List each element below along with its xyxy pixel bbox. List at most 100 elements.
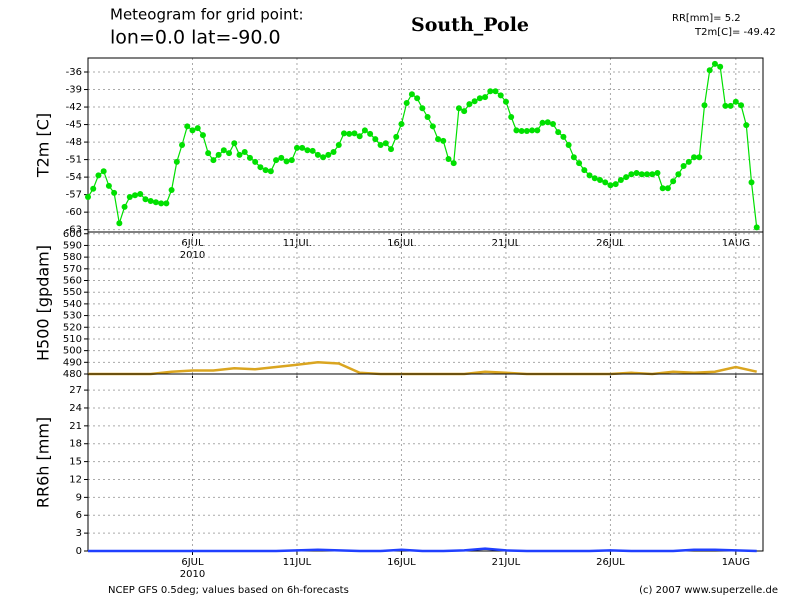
data-point xyxy=(408,91,415,98)
data-point xyxy=(659,185,666,192)
data-point xyxy=(356,133,363,140)
data-point xyxy=(670,178,677,185)
x-tick-label: 21JUL xyxy=(492,557,521,568)
data-point xyxy=(685,158,692,165)
data-point xyxy=(320,154,327,161)
x-tick-label: 1AUG xyxy=(722,557,750,568)
data-point xyxy=(132,192,139,199)
data-point xyxy=(649,171,656,178)
data-point xyxy=(534,127,541,134)
data-point xyxy=(309,147,316,154)
y-tick-label: 580 xyxy=(63,252,82,263)
data-point xyxy=(701,102,708,109)
data-point xyxy=(168,186,175,193)
y-tick-label: -39 xyxy=(66,85,82,96)
y-tick-label: 520 xyxy=(63,322,82,333)
rr-info: RR[mm]= 5.2 xyxy=(672,13,741,24)
data-point xyxy=(231,140,238,147)
data-point xyxy=(471,98,478,105)
data-point xyxy=(163,200,170,207)
data-point xyxy=(419,105,426,112)
data-point xyxy=(152,199,159,206)
x-tick-label: 11JUL xyxy=(283,557,312,568)
y-tick-label: 530 xyxy=(63,311,82,322)
data-point xyxy=(367,130,374,137)
data-point xyxy=(549,120,556,127)
data-point xyxy=(220,147,227,154)
data-point xyxy=(691,154,698,161)
data-point xyxy=(581,167,588,174)
data-point xyxy=(497,92,504,99)
data-point xyxy=(116,220,123,227)
data-point xyxy=(137,191,144,198)
data-point xyxy=(111,189,118,196)
data-point xyxy=(633,170,640,177)
data-point xyxy=(738,102,745,109)
series-line xyxy=(88,547,757,553)
series-line xyxy=(87,63,758,228)
data-point xyxy=(502,98,509,105)
data-point xyxy=(283,158,290,165)
data-point xyxy=(591,175,598,182)
y-tick-label: -51 xyxy=(66,155,82,166)
data-point xyxy=(236,151,243,158)
y-tick-label: 3 xyxy=(76,528,82,539)
data-point xyxy=(121,203,128,210)
data-point xyxy=(544,119,551,126)
data-point xyxy=(602,179,609,186)
data-point xyxy=(596,177,603,184)
data-point xyxy=(377,142,384,148)
data-point xyxy=(257,164,264,171)
data-point xyxy=(455,105,462,112)
data-point xyxy=(654,170,661,177)
data-point xyxy=(576,160,583,167)
title-line1: Meteogram for grid point: xyxy=(110,6,304,24)
y-tick-label: -36 xyxy=(66,67,82,78)
y-tick-label: -54 xyxy=(66,172,82,183)
data-point xyxy=(482,94,489,101)
y-axis-label: T2m [C] xyxy=(34,113,53,178)
y-tick-label: 21 xyxy=(69,421,82,432)
y-tick-label: 27 xyxy=(69,385,82,396)
data-point xyxy=(523,127,530,134)
t2m-info: T2m[C]= -49.42 xyxy=(694,27,776,38)
data-point xyxy=(435,136,442,143)
data-point xyxy=(393,133,400,140)
x-tick-label: 6JUL xyxy=(181,557,204,568)
data-point xyxy=(252,158,259,165)
data-point xyxy=(487,88,494,95)
data-point xyxy=(675,171,682,178)
data-point xyxy=(555,129,562,136)
data-point xyxy=(293,144,300,151)
data-point xyxy=(508,113,515,120)
data-point xyxy=(340,130,347,137)
data-point xyxy=(335,142,342,148)
data-point xyxy=(314,151,321,158)
data-point xyxy=(246,154,253,161)
y-tick-label: 540 xyxy=(63,299,82,310)
data-point xyxy=(644,171,651,178)
data-point xyxy=(330,149,337,156)
y-tick-label: 15 xyxy=(69,457,82,468)
y-tick-label: -60 xyxy=(66,207,82,218)
y-tick-label: 510 xyxy=(63,334,82,345)
y-tick-label: 550 xyxy=(63,287,82,298)
data-point xyxy=(748,179,755,186)
data-point xyxy=(732,98,739,105)
data-point xyxy=(753,224,760,231)
data-point xyxy=(414,95,421,102)
data-point xyxy=(351,130,358,137)
data-point xyxy=(424,113,431,120)
y-tick-label: 0 xyxy=(76,546,82,557)
y-tick-label: 24 xyxy=(69,403,82,414)
x-year-label: 2010 xyxy=(180,569,205,580)
data-point xyxy=(513,127,520,134)
data-point xyxy=(288,157,295,164)
panel-frame xyxy=(87,373,764,552)
data-point xyxy=(372,136,379,143)
data-point xyxy=(722,102,729,109)
data-point xyxy=(529,127,536,134)
data-point xyxy=(696,154,703,161)
footer-right: (c) 2007 www.superzelle.de xyxy=(639,585,778,596)
y-tick-label: 480 xyxy=(63,369,82,380)
